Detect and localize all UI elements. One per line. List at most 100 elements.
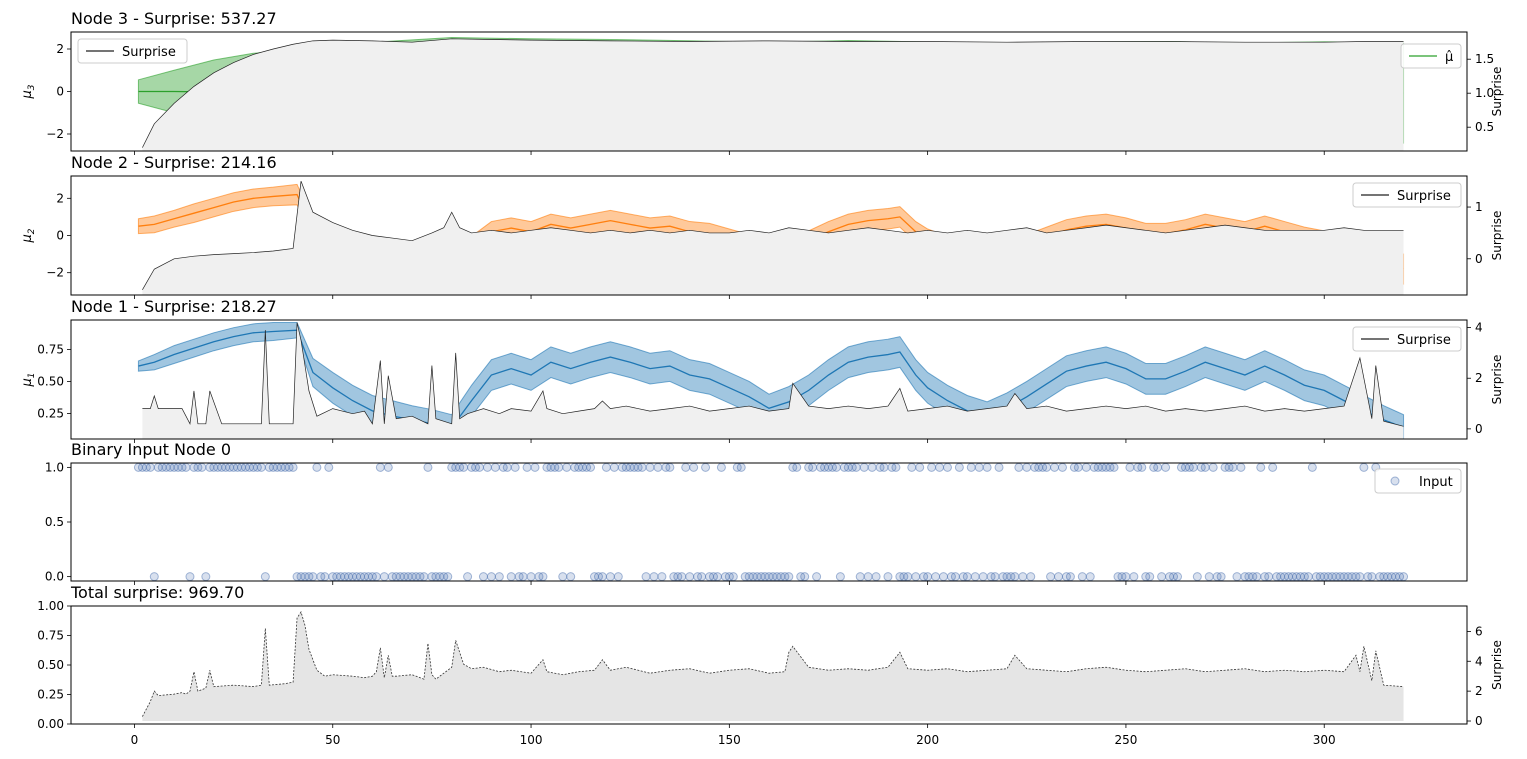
input-point-0: [379, 572, 389, 581]
input-point-0: [978, 572, 988, 581]
input-point-0: [931, 572, 941, 581]
y2-tick-label: 4: [1475, 321, 1483, 335]
input-point-0: [185, 572, 195, 581]
y-tick-label: 2: [56, 42, 64, 56]
input-point-1: [1050, 463, 1060, 472]
input-point-0: [443, 572, 453, 581]
surprise-line: [142, 38, 1404, 148]
y-axis-label: μ2: [20, 228, 37, 243]
input-point-0: [308, 572, 318, 581]
y-tick-label: 0.0: [45, 570, 64, 584]
input-point-1: [554, 463, 564, 472]
y2-tick-label: 4: [1475, 654, 1483, 668]
input-point-1: [1236, 463, 1246, 472]
input-point-0: [605, 572, 615, 581]
surprise-line: [142, 322, 1404, 427]
legend: Surprise: [1352, 326, 1462, 352]
input-point-0: [835, 572, 845, 581]
input-point-1: [982, 463, 992, 472]
input-point-0: [923, 572, 933, 581]
input-point-1: [502, 463, 512, 472]
panel-1: Node 3 - Surprise: 537.27 −2 0 2 μ3 0.5 1.0 1.5…: [20, 9, 1504, 155]
input-point-1: [256, 463, 266, 472]
input-point-1: [736, 463, 746, 472]
input-point-1: [1081, 463, 1091, 472]
input-point-1: [375, 463, 385, 472]
y-tick-label: 0.50: [37, 658, 64, 672]
y2-axis-label: Surprise: [1490, 640, 1504, 690]
input-point-1: [1359, 463, 1369, 472]
input-point-1: [1208, 463, 1218, 472]
input-point-1: [915, 463, 925, 472]
plot-area: [137, 181, 1405, 295]
y-axis-label-sub: 3: [27, 84, 37, 90]
plot-area: [137, 37, 1405, 151]
input-point-0: [1252, 572, 1262, 581]
y-tick-label: 0: [56, 229, 64, 243]
input-point-0: [1216, 572, 1226, 581]
input-point-1: [1161, 463, 1171, 472]
input-point-1: [851, 463, 861, 472]
legend: Surprise: [1352, 182, 1462, 208]
x-tick-label: 150: [718, 733, 741, 747]
input-point-1: [994, 463, 1004, 472]
y-tick-label: −2: [46, 266, 64, 280]
surprise-area: [142, 181, 1404, 295]
input-point-0: [1355, 572, 1365, 581]
axes-frame: [70, 319, 1468, 440]
input-point-0: [990, 572, 1000, 581]
input-point-0: [1399, 572, 1409, 581]
input-point-0: [657, 572, 667, 581]
input-point-0: [677, 572, 687, 581]
legend: Input: [1374, 468, 1462, 494]
input-point-0: [320, 572, 330, 581]
input-point-1: [879, 463, 889, 472]
y-axis-label-base: μ: [20, 378, 35, 387]
panel-5: Total surprise: 969.70 0 50 100 150 200 250 300…: [37, 583, 1504, 747]
y-axis-label-base: μ: [20, 234, 35, 243]
y-axis-label-sub: 2: [27, 228, 37, 234]
y2-tick-label: 0.5: [1475, 120, 1494, 134]
input-point-0: [863, 572, 873, 581]
input-point-0: [1157, 572, 1167, 581]
legend-label: Surprise: [1397, 333, 1451, 348]
input-point-1: [665, 463, 675, 472]
y-tick-label: 2: [56, 191, 64, 205]
input-point-0: [641, 572, 651, 581]
input-point-1: [522, 463, 532, 472]
legend-box: [77, 38, 188, 64]
input-point-0: [712, 572, 722, 581]
input-point-0: [1192, 572, 1202, 581]
input-point-1: [1125, 463, 1135, 472]
panel-title: Total surprise: 969.70: [70, 583, 244, 602]
input-point-0: [597, 572, 607, 581]
input-point-1: [1256, 463, 1266, 472]
input-point-1: [716, 463, 726, 472]
mean-line: [138, 329, 1404, 429]
input-point-0: [538, 572, 548, 581]
y2-tick-label: 1: [1475, 200, 1483, 214]
input-point-1: [1057, 463, 1067, 472]
input-point-1: [510, 463, 520, 472]
x-tick-label: 0: [131, 733, 139, 747]
input-point-0: [728, 572, 738, 581]
input-point-0: [903, 572, 913, 581]
y-tick-label: 0.75: [37, 342, 64, 356]
input-point-0: [685, 572, 695, 581]
input-point-1: [312, 463, 322, 472]
input-point-0: [800, 572, 810, 581]
legend-box: [1374, 468, 1462, 494]
input-point-1: [490, 463, 500, 472]
input-point-1: [1228, 463, 1238, 472]
input-point-0: [697, 572, 707, 581]
input-point-0: [371, 572, 381, 581]
y-axis-label: μ3: [20, 84, 37, 99]
panel-title: Binary Input Node 0: [71, 440, 231, 459]
legend: Surprise: [77, 38, 188, 64]
input-point-0: [911, 572, 921, 581]
panel-title: Node 2 - Surprise: 214.16: [71, 153, 277, 172]
input-point-1: [974, 463, 984, 472]
legend-label: Input: [1419, 475, 1453, 490]
input-point-1: [689, 463, 699, 472]
y2-tick-label: 1.0: [1475, 86, 1494, 100]
